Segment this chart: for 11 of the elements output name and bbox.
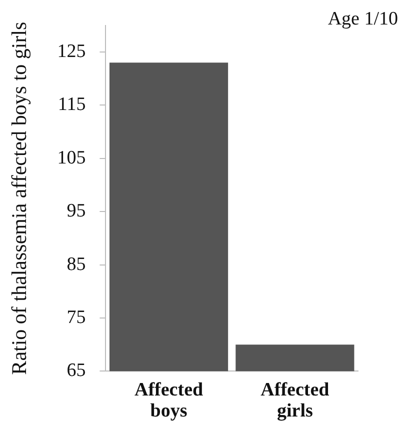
annotation: Age 1/10 (328, 8, 398, 30)
x-tick-label: Affected girls (260, 380, 330, 422)
y-tick-label: 125 (57, 40, 86, 62)
x-tick-label: Affected boys (134, 380, 204, 422)
y-tick-label: 105 (57, 147, 86, 168)
y-tick-label: 95 (66, 200, 86, 222)
y-axis-title: Ratio of thalassemia affected boys to girls (7, 22, 32, 375)
y-tick-label: 75 (66, 306, 86, 328)
y-tick-label: 85 (66, 254, 86, 275)
y-tick-label: 115 (58, 94, 86, 116)
y-tick-label: 65 (66, 360, 86, 382)
